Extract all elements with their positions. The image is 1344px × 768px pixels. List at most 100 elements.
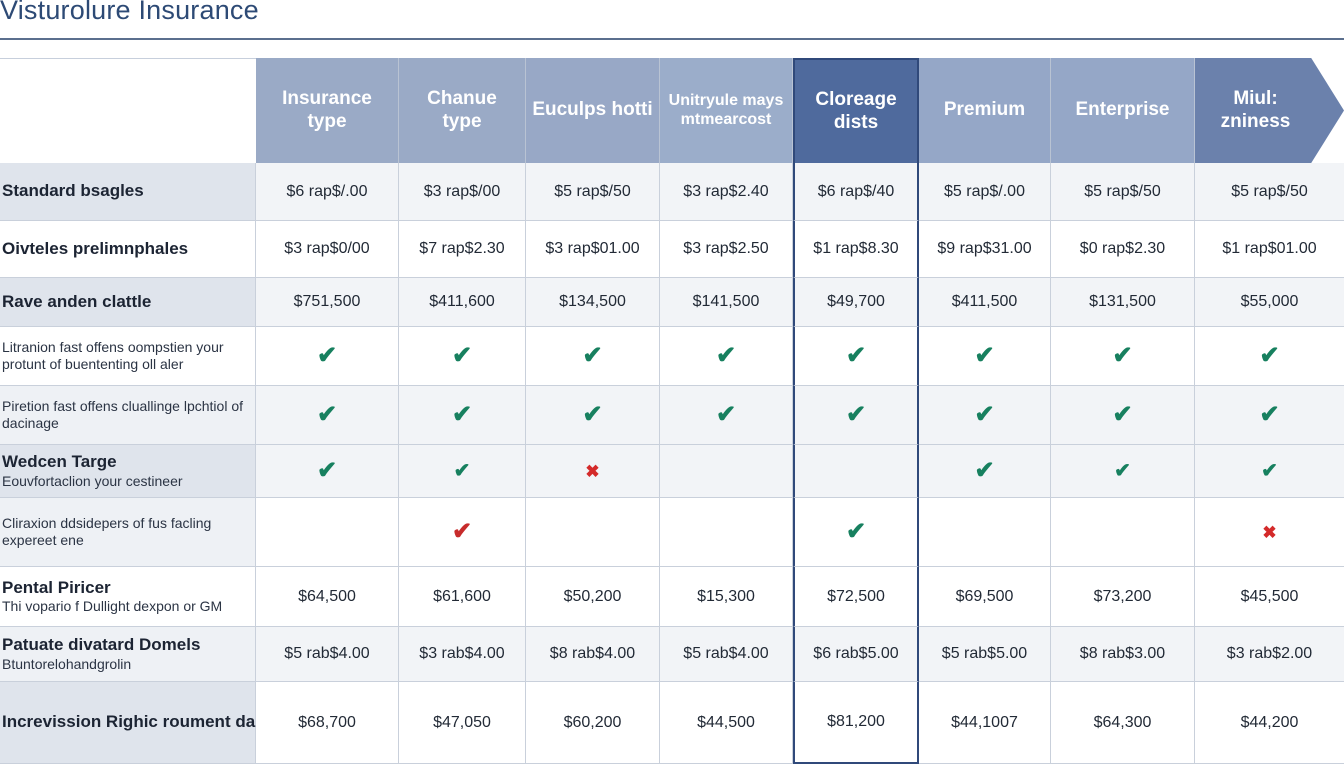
table-cell-cloreage-dists: $6 rap$/40: [793, 163, 919, 221]
table-cell-premium: $9 rap$31.00: [919, 221, 1051, 278]
table-cell-miul-zniness: $55,000: [1195, 278, 1344, 327]
table-cell-insurance-type: $64,500: [256, 567, 399, 627]
table-cell-insurance-type: ✔: [256, 386, 399, 445]
table-cell-premium: ✔: [919, 327, 1051, 386]
table-cell-euculps-hotti: $60,200: [526, 682, 660, 764]
table-cell-euculps-hotti: $50,200: [526, 567, 660, 627]
cross-icon: ✖: [585, 461, 600, 481]
comparison-table: Insurance type Chanue type Euculps hotti Un…: [0, 58, 1344, 764]
table-cell-miul-zniness: $5 rap$/50: [1195, 163, 1344, 221]
table-cell-chanue-type: $3 rap$/00: [399, 163, 526, 221]
row-label-title: Standard bsagles: [2, 181, 144, 201]
check-icon: ✔: [451, 342, 473, 369]
row-label: Cliraxion ddsidepers of fus facling expe…: [0, 498, 256, 567]
table-cell-premium: $411,500: [919, 278, 1051, 327]
table-cell-miul-zniness: $44,200: [1195, 682, 1344, 764]
row-label-subtitle: Eouvfortaclion your cestineer: [2, 472, 183, 489]
cross-icon: ✖: [1262, 522, 1277, 542]
column-header-cloreage-dists[interactable]: Cloreage dists: [793, 58, 919, 163]
table-cell-cloreage-dists: [793, 445, 919, 498]
table-cell-euculps-hotti: ✔: [526, 327, 660, 386]
table-cell-unitryule: ✔: [660, 327, 793, 386]
row-label: Litranion fast offens oompstien your pro…: [0, 327, 256, 386]
row-label: Oivteles prelimnphales: [0, 221, 256, 278]
table-cell-miul-zniness: ✔: [1195, 327, 1344, 386]
column-header-chanue-type[interactable]: Chanue type: [399, 58, 526, 163]
table-cell-cloreage-dists: $81,200: [793, 682, 919, 764]
title-divider: [0, 38, 1344, 40]
table-cell-miul-zniness: ✔: [1195, 386, 1344, 445]
check-icon: ✔: [1112, 401, 1133, 428]
row-label: Rave anden clattle: [0, 278, 256, 327]
table-cell-unitryule: ✔: [660, 386, 793, 445]
row-label-title: Litranion fast offens oompstien your pro…: [2, 339, 224, 372]
table-cell-euculps-hotti: $8 rab$4.00: [526, 627, 660, 682]
check-icon: ✔: [582, 342, 603, 369]
table-cell-unitryule: [660, 445, 793, 498]
table-cell-chanue-type: $47,050: [399, 682, 526, 764]
table-cell-enterprise: [1051, 498, 1195, 567]
row-label-title: Increvission Righic roument dare makes: [2, 712, 329, 732]
table-cell-premium: $5 rap$/.00: [919, 163, 1051, 221]
table-cell-euculps-hotti: $134,500: [526, 278, 660, 327]
column-header-miul-zniness[interactable]: Miul: zniness: [1195, 58, 1344, 163]
check-icon: ✔: [316, 401, 338, 428]
page-title: Visturolure Insurance: [0, 0, 259, 25]
table-cell-enterprise: $5 rap$/50: [1051, 163, 1195, 221]
table-cell-miul-zniness: $3 rab$2.00: [1195, 627, 1344, 682]
table-cell-cloreage-dists: ✔: [793, 498, 919, 567]
table-cell-euculps-hotti: [526, 498, 660, 567]
row-label: Patuate divatard Domels Btuntorelohandgro…: [0, 627, 256, 682]
check-icon: ✔: [845, 518, 867, 545]
table-cell-enterprise: ✔: [1051, 327, 1195, 386]
table-cell-cloreage-dists: $6 rab$5.00: [793, 627, 919, 682]
table-cell-unitryule: $15,300: [660, 567, 793, 627]
check-icon: ✔: [1114, 460, 1131, 482]
table-cell-miul-zniness: ✔: [1195, 445, 1344, 498]
table-cell-euculps-hotti: $5 rap$/50: [526, 163, 660, 221]
table-cell-unitryule: $44,500: [660, 682, 793, 764]
row-label-title: Wedcen Targe: [2, 452, 117, 472]
row-label-title: Piretion fast offens cluallinge lpchtiol…: [2, 398, 243, 431]
table-cell-euculps-hotti: $3 rap$01.00: [526, 221, 660, 278]
check-icon: ✔: [974, 401, 995, 428]
row-label-subtitle: Thi vopario f Dullight dexpon or GM: [2, 598, 223, 615]
check-icon: ✔: [974, 457, 995, 484]
check-icon: ✔: [845, 401, 867, 428]
table-cell-chanue-type: ✔: [399, 445, 526, 498]
check-icon: ✔: [1259, 401, 1280, 428]
table-cell-unitryule: $3 rap$2.50: [660, 221, 793, 278]
row-label-title: Rave anden clattle: [2, 291, 152, 311]
row-label: Pental Piricer Thi vopario f Dullight dex…: [0, 567, 256, 627]
column-header-enterprise[interactable]: Enterprise: [1051, 58, 1195, 163]
check-icon: ✔: [1261, 460, 1278, 482]
table-cell-enterprise: $131,500: [1051, 278, 1195, 327]
check-icon: ✔: [451, 401, 473, 428]
column-header-insurance-type[interactable]: Insurance type: [256, 58, 399, 163]
table-cell-enterprise: $64,300: [1051, 682, 1195, 764]
table-cell-premium: [919, 498, 1051, 567]
table-cell-chanue-type: $411,600: [399, 278, 526, 327]
row-label-title: Oivteles prelimnphales: [2, 238, 189, 258]
check-icon: ✔: [582, 401, 603, 428]
row-label-title: Patuate divatard Domels: [2, 635, 201, 655]
check-icon: ✔: [1259, 342, 1280, 369]
check-icon: ✔: [1112, 342, 1133, 369]
table-cell-miul-zniness: $1 rap$01.00: [1195, 221, 1344, 278]
check-icon: ✔: [715, 401, 737, 428]
table-cell-chanue-type: ✔: [399, 327, 526, 386]
table-cell-premium: ✔: [919, 445, 1051, 498]
table-cell-enterprise: $73,200: [1051, 567, 1195, 627]
row-label-title: Pental Piricer: [2, 577, 111, 597]
table-cell-premium: $44,1007: [919, 682, 1051, 764]
column-header-euculps-hotti[interactable]: Euculps hotti: [526, 58, 660, 163]
table-cell-insurance-type: ✔: [256, 327, 399, 386]
column-header-unitryule[interactable]: Unitryule mays mtmearcost: [660, 58, 793, 163]
table-cell-cloreage-dists: ✔: [793, 327, 919, 386]
table-cell-chanue-type: ✔: [399, 386, 526, 445]
table-cell-insurance-type: $751,500: [256, 278, 399, 327]
table-cell-enterprise: $8 rab$3.00: [1051, 627, 1195, 682]
table-cell-premium: $5 rab$5.00: [919, 627, 1051, 682]
column-header-premium[interactable]: Premium: [919, 58, 1051, 163]
row-label: Increvission Righic roument dare makes: [0, 682, 329, 764]
